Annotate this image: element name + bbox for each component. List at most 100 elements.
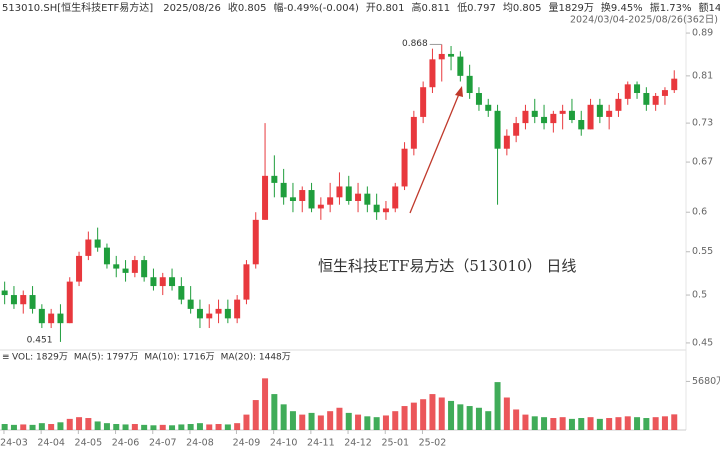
volume-bar — [169, 425, 176, 430]
volume-bar — [252, 400, 259, 430]
candle-body — [178, 286, 185, 300]
x-tick-label: 24-08 — [186, 438, 214, 449]
candle-body — [643, 93, 650, 105]
x-tick-label: 24-12 — [344, 438, 372, 449]
candle-body — [262, 175, 269, 220]
volume-bar — [355, 414, 362, 430]
volume-bar — [10, 424, 17, 430]
volume-bar — [410, 402, 417, 430]
candle-body — [289, 197, 296, 201]
candle-body — [103, 247, 110, 265]
candle-body — [661, 90, 668, 96]
y-tick-label: 0.73 — [692, 118, 713, 129]
volume-bar — [373, 417, 380, 430]
quote-info: 低0.797 — [457, 1, 496, 14]
y-tick-label: 0.55 — [692, 246, 713, 257]
volume-bar — [401, 406, 408, 430]
volume-bar — [615, 417, 622, 430]
x-tick-label: 24-09 — [233, 438, 261, 449]
volume-bar — [29, 424, 36, 430]
volume-bar — [634, 417, 641, 430]
candle-body — [38, 308, 45, 324]
candle-body — [448, 53, 455, 57]
volume-bar — [187, 424, 194, 430]
candle-body — [410, 116, 417, 149]
candle-body — [317, 204, 324, 209]
volume-bar — [503, 397, 510, 430]
date-range: 2024/03/04-2025/08/26(362日) — [570, 15, 718, 26]
candle-body — [578, 120, 585, 130]
candle-body — [10, 295, 17, 305]
candle-body — [345, 186, 352, 201]
candle-body — [475, 93, 482, 105]
volume-bar — [234, 423, 241, 430]
volume-bar — [196, 423, 203, 430]
candle-body — [392, 186, 399, 209]
quote-info: 高0.811 — [412, 1, 451, 14]
candle-body — [373, 204, 380, 213]
volume-bar — [345, 412, 352, 430]
volume-bar — [271, 394, 278, 430]
candle-body — [234, 299, 241, 319]
arrow-head — [455, 86, 463, 97]
volume-tick-label: 5680万 — [692, 376, 720, 387]
candle-body — [29, 295, 36, 309]
volume-bar — [206, 424, 213, 430]
volume-bar — [606, 418, 613, 430]
candle-body — [159, 277, 166, 287]
volume-bar — [94, 421, 101, 430]
x-tick-label: 24-11 — [307, 438, 335, 449]
volume-bar — [671, 414, 678, 430]
volume-bar — [289, 411, 296, 430]
quote-info: 2025/08/26 — [163, 3, 221, 14]
x-tick-label: 24-04 — [37, 438, 65, 449]
quote-info: 幅-0.49%(-0.004) — [273, 1, 359, 14]
volume-bar — [280, 404, 287, 430]
candle-body — [420, 87, 427, 117]
candle-body — [522, 110, 529, 124]
volume-bar — [224, 424, 231, 430]
candle-body — [76, 255, 83, 282]
y-tick-label: 0.89 — [692, 28, 713, 39]
candle-body — [401, 148, 408, 187]
title: 513010.SH[恒生科技ETF易方达] — [2, 1, 153, 14]
y-tick-label: 0.6 — [692, 207, 707, 218]
candle-body — [196, 308, 203, 319]
volume-bar — [382, 415, 389, 430]
candle-body — [224, 308, 231, 319]
y-tick-label: 0.67 — [692, 157, 713, 168]
volume-bar — [652, 417, 659, 430]
volume-bar — [568, 418, 575, 430]
volume-bar — [420, 399, 427, 430]
candle-body — [596, 104, 603, 117]
volume-bar — [122, 424, 129, 430]
arrow — [409, 93, 460, 214]
volume-bar — [364, 416, 371, 430]
volume-bar — [522, 414, 529, 430]
volume-bar — [48, 424, 55, 430]
candle-body — [308, 190, 315, 209]
candle-body — [336, 186, 343, 198]
candle-body — [66, 281, 73, 324]
volume-bar — [475, 407, 482, 430]
candle-body — [243, 264, 250, 300]
volume-bar — [103, 423, 110, 430]
candle-body — [364, 193, 371, 205]
candle-body — [187, 299, 194, 309]
volume-bar — [317, 415, 324, 430]
volume-bar — [131, 424, 138, 430]
candle-body — [57, 313, 64, 324]
volume-bar — [587, 417, 594, 430]
volume-bar — [308, 412, 315, 430]
volume-bar — [559, 417, 566, 430]
volume-bar — [215, 424, 222, 430]
volume-bar — [336, 407, 343, 430]
candle-body — [624, 84, 631, 99]
x-tick-label: 24-05 — [75, 438, 103, 449]
candle-body — [113, 264, 120, 269]
candle-body — [568, 110, 575, 121]
candle-body — [494, 110, 501, 149]
high-mark-label: 0.868 — [402, 39, 428, 49]
candle-body — [355, 193, 362, 201]
volume-bar — [661, 416, 668, 430]
